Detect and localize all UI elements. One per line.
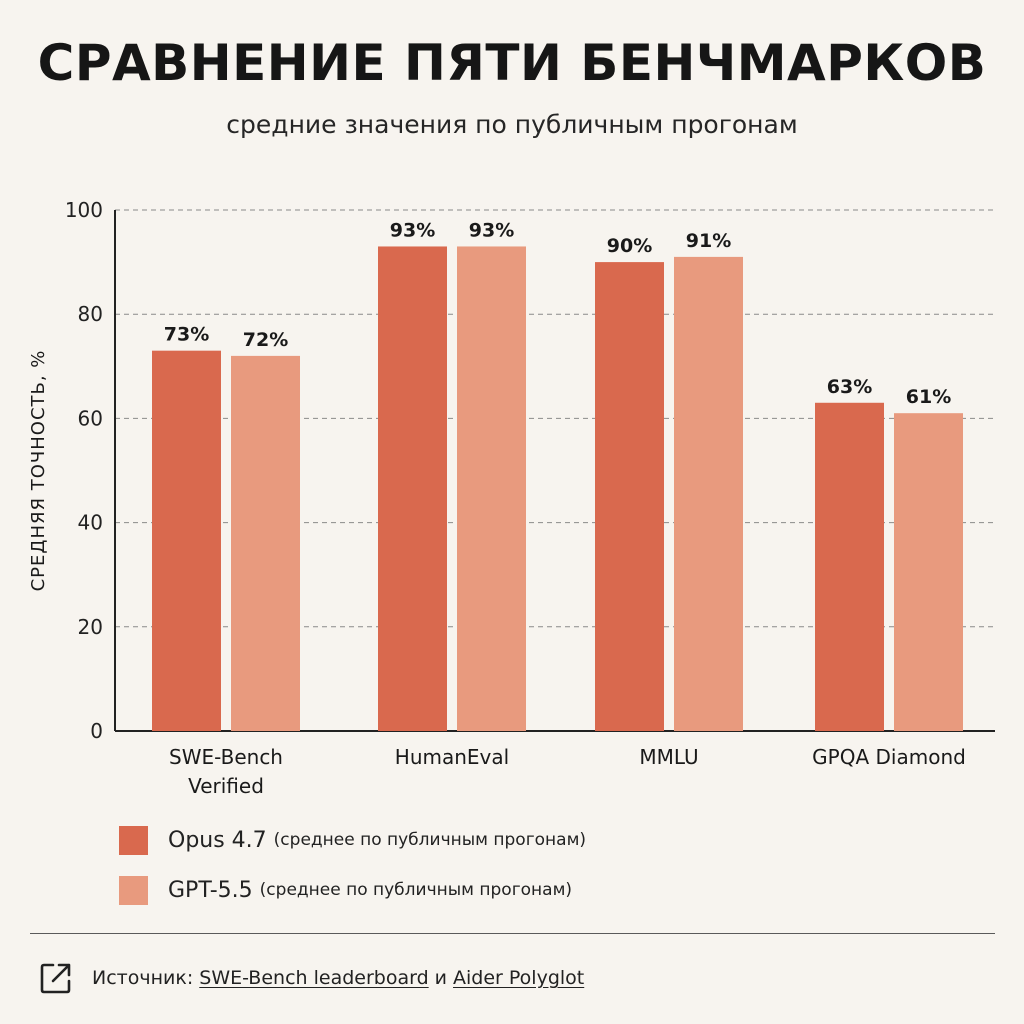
data-label: 91% — [686, 230, 731, 252]
legend-item-opus: Opus 4.7 (среднее по публичным прогонам) — [119, 822, 586, 858]
source-line: Источник: SWE-Bench leaderboard и Aider … — [38, 960, 584, 996]
data-label: 90% — [607, 235, 652, 257]
x-tick-label: GPQA Diamond — [812, 745, 966, 769]
divider — [30, 933, 995, 934]
source-link-aider[interactable]: Aider Polyglot — [453, 967, 585, 989]
chart-title: СРАВНЕНИЕ ПЯТИ БЕНЧМАРКОВ — [37, 34, 987, 92]
legend-label-opus: Opus 4.7 — [168, 827, 267, 853]
legend-swatch-opus — [119, 825, 148, 855]
data-label: 73% — [164, 324, 209, 346]
bar-opus — [815, 402, 884, 731]
bar-opus — [152, 350, 221, 731]
source-conjunction: и — [434, 967, 448, 989]
y-tick-label: 40 — [78, 511, 103, 535]
data-label: 72% — [243, 329, 288, 351]
x-tick-label: Verified — [188, 774, 264, 798]
x-tick-label: MMLU — [639, 745, 698, 769]
y-tick-label: 20 — [78, 615, 103, 639]
chart-subtitle: средние значения по публичным прогонам — [226, 110, 798, 139]
x-tick-label: SWE-Bench — [169, 745, 283, 769]
legend-note-opus: (среднее по публичным прогонам) — [273, 830, 587, 850]
data-label: 63% — [827, 376, 872, 398]
y-tick-label: 60 — [78, 406, 103, 430]
legend-swatch-gpt — [119, 875, 148, 905]
bar-gpt — [231, 355, 300, 731]
legend-label-gpt: GPT-5.5 — [168, 877, 253, 903]
legend-note-gpt: (среднее по публичным прогонам) — [259, 880, 573, 900]
y-tick-label: 0 — [90, 719, 103, 743]
y-tick-label: 80 — [78, 302, 103, 326]
bar-chart: 0 20 40 60 80 100 СРЕДНЯЯ ТОЧНОСТЬ, % 73% 72% SWE… — [28, 198, 995, 798]
x-tick-label: HumanEval — [395, 745, 509, 769]
bar-gpt — [674, 256, 743, 731]
legend: Opus 4.7 (среднее по публичным прогонам)… — [119, 822, 586, 922]
bar-opus — [378, 246, 447, 731]
bar-opus — [595, 262, 664, 731]
bar-gpt — [894, 413, 963, 731]
data-label: 61% — [906, 386, 951, 408]
y-axis-label: СРЕДНЯЯ ТОЧНОСТЬ, % — [28, 350, 49, 592]
y-tick-label: 100 — [65, 198, 103, 222]
external-link-icon — [40, 963, 71, 994]
legend-item-gpt: GPT-5.5 (среднее по публичным прогонам) — [119, 872, 586, 908]
bar-gpt — [457, 246, 526, 731]
source-link-swe-bench[interactable]: SWE-Bench leaderboard — [199, 967, 429, 989]
data-label: 93% — [469, 219, 514, 241]
source-prefix: Источник: — [92, 967, 194, 989]
data-label: 93% — [390, 219, 435, 241]
